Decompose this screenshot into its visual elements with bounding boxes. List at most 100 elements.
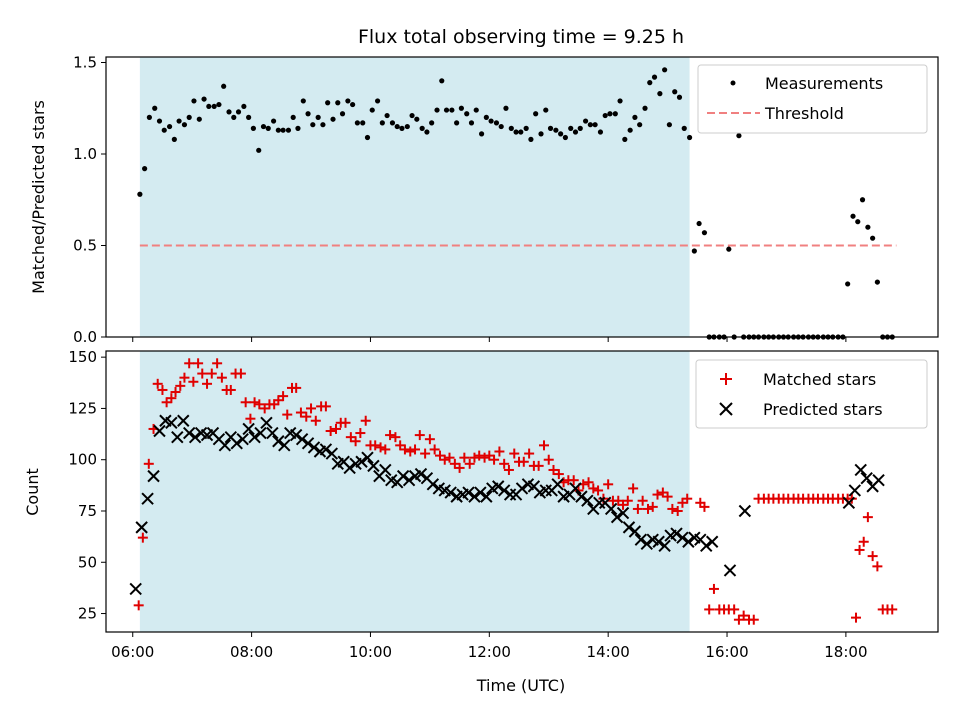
measurements-point-108 — [672, 89, 678, 95]
predicted-stars-point-102 — [854, 463, 867, 477]
matched-stars-point-56 — [399, 444, 410, 455]
measurements-point-55 — [409, 112, 415, 119]
measurements-point-9 — [181, 122, 188, 128]
predicted-stars-point-46 — [402, 474, 416, 487]
matched-stars-point-17 — [212, 358, 223, 369]
matched-stars-point-154 — [887, 604, 898, 615]
predicted-stars-point-22 — [260, 416, 273, 429]
matched-stars-point-149 — [862, 512, 873, 523]
measurements-point-148 — [870, 235, 876, 241]
ratio-legend: Measurements Threshold — [697, 64, 928, 134]
measurements-point-98 — [622, 136, 628, 142]
measurements-point-62 — [443, 107, 450, 113]
predicted-stars-point-32 — [319, 443, 333, 456]
measurements-point-71 — [488, 118, 494, 124]
matched-stars-point-40 — [320, 401, 331, 412]
matched-stars-point-4 — [152, 378, 163, 389]
measurements-point-20 — [235, 109, 242, 115]
measurements-point-94 — [602, 112, 608, 119]
measurements-point-81 — [538, 131, 544, 137]
measurements-point-87 — [568, 125, 574, 131]
counts-y-tick-label-1: 50 — [78, 553, 97, 571]
counts-plot-frame — [105, 350, 939, 633]
counts-y-axis-label: Count — [23, 468, 42, 516]
matched-stars-point-76 — [499, 458, 510, 469]
predicted-stars-point-25 — [278, 439, 291, 452]
matched-stars-point-78 — [509, 448, 520, 459]
predicted-stars-point-3 — [147, 469, 160, 483]
predicted-stars-point-40 — [367, 459, 380, 473]
ratio-panel: 0.0 0.5 1.0 1.5 Matched/Predicted stars Mea… — [29, 53, 939, 346]
measurements-point-36 — [315, 114, 321, 120]
measurements-point-42 — [345, 98, 351, 104]
matched-stars-point-67 — [454, 462, 465, 473]
x-tick-label-6: 18:00 — [824, 643, 867, 661]
predicted-stars-point-39 — [361, 451, 374, 464]
legend-measurements-marker — [730, 80, 736, 86]
predicted-stars-point-33 — [325, 447, 339, 460]
matched-stars-point-15 — [202, 378, 213, 389]
measurements-point-105 — [657, 91, 663, 97]
predicted-stars-point-4 — [153, 424, 166, 438]
measurements-point-119 — [726, 246, 732, 252]
predicted-stars-point-83 — [622, 521, 636, 534]
measurements-point-48 — [374, 98, 381, 104]
matched-stars-point-52 — [380, 444, 391, 455]
measurements-point-77 — [518, 129, 524, 135]
matched-stars-point-10 — [179, 372, 190, 383]
measurements-point-40 — [335, 100, 341, 106]
matched-stars-point-90 — [568, 475, 579, 486]
matched-stars-point-69 — [464, 458, 475, 469]
measurements-point-59 — [429, 120, 435, 126]
measurements-point-6 — [166, 123, 173, 130]
measurements-point-4 — [156, 118, 163, 124]
measurements-point-65 — [458, 105, 464, 111]
legend-predicted-label: Predicted stars — [763, 400, 883, 419]
matched-stars-point-101 — [622, 495, 633, 506]
measurements-point-100 — [632, 114, 638, 120]
matched-stars-point-146 — [850, 612, 861, 623]
x-axis-label: Time (UTC) — [476, 676, 565, 695]
predicted-stars-point-17 — [230, 437, 243, 450]
measurements-point-76 — [513, 129, 519, 135]
matched-stars-point-14 — [197, 368, 208, 379]
matched-stars-point-36 — [301, 411, 312, 422]
measurements-point-92 — [592, 122, 598, 128]
measurements-point-33 — [300, 98, 306, 104]
matched-stars-point-26 — [254, 399, 265, 410]
predicted-stars-point-59 — [480, 490, 493, 503]
predicted-stars-point-30 — [307, 441, 321, 454]
measurements-point-82 — [543, 107, 549, 113]
predicted-stars-point-9 — [182, 426, 196, 440]
measurements-point-114 — [701, 230, 708, 236]
matched-stars-point-115 — [699, 501, 710, 512]
matched-stars-point-113 — [682, 493, 693, 504]
predicted-stars-point-29 — [301, 437, 315, 450]
predicted-stars-point-85 — [634, 533, 648, 546]
measurements-point-15 — [211, 103, 217, 110]
predicted-stars-point-76 — [581, 494, 594, 507]
matched-stars-point-50 — [370, 440, 381, 451]
measurements-point-64 — [454, 120, 460, 126]
measurements-point-47 — [369, 107, 375, 113]
counts-y-ticks: 25 50 75 100 125 150 — [68, 348, 106, 623]
ratio-y-tick-label-2: 1.0 — [73, 145, 97, 163]
measurements-point-14 — [206, 103, 212, 110]
measurements-point-29 — [280, 127, 286, 133]
matched-stars-point-68 — [459, 452, 470, 463]
matched-stars-point-13 — [193, 358, 204, 369]
matched-stars-point-46 — [350, 436, 361, 447]
predicted-stars-point-18 — [236, 432, 249, 446]
matched-stars-point-48 — [360, 415, 371, 426]
matched-stars-point-70 — [469, 452, 480, 463]
matched-stars-point-53 — [385, 430, 396, 441]
ratio-marks — [137, 67, 897, 340]
predicted-stars-point-80 — [604, 502, 618, 516]
matched-stars-point-71 — [474, 450, 485, 461]
measurements-point-13 — [201, 96, 207, 102]
measurements-point-54 — [404, 123, 410, 130]
matched-stars-point-109 — [662, 491, 673, 502]
predicted-stars-point-86 — [640, 537, 654, 551]
predicted-stars-point-24 — [272, 435, 285, 448]
predicted-stars-point-105 — [872, 474, 885, 487]
